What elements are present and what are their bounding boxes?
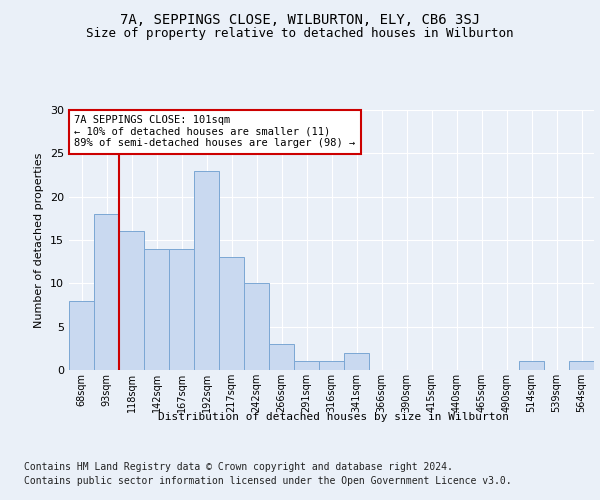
Bar xyxy=(69,300,94,370)
Bar xyxy=(344,352,369,370)
Bar xyxy=(244,284,269,370)
Text: Distribution of detached houses by size in Wilburton: Distribution of detached houses by size … xyxy=(158,412,509,422)
Text: Contains HM Land Registry data © Crown copyright and database right 2024.: Contains HM Land Registry data © Crown c… xyxy=(24,462,453,472)
Bar xyxy=(219,258,244,370)
Y-axis label: Number of detached properties: Number of detached properties xyxy=(34,152,44,328)
Bar xyxy=(319,362,344,370)
Bar xyxy=(269,344,294,370)
Bar xyxy=(194,170,219,370)
Bar xyxy=(569,362,594,370)
Text: Contains public sector information licensed under the Open Government Licence v3: Contains public sector information licen… xyxy=(24,476,512,486)
Bar xyxy=(294,362,319,370)
Bar xyxy=(119,232,144,370)
Bar xyxy=(144,248,169,370)
Bar xyxy=(169,248,194,370)
Text: 7A, SEPPINGS CLOSE, WILBURTON, ELY, CB6 3SJ: 7A, SEPPINGS CLOSE, WILBURTON, ELY, CB6 … xyxy=(120,12,480,26)
Text: 7A SEPPINGS CLOSE: 101sqm
← 10% of detached houses are smaller (11)
89% of semi-: 7A SEPPINGS CLOSE: 101sqm ← 10% of detac… xyxy=(74,115,355,148)
Bar xyxy=(519,362,544,370)
Bar xyxy=(94,214,119,370)
Text: Size of property relative to detached houses in Wilburton: Size of property relative to detached ho… xyxy=(86,26,514,40)
